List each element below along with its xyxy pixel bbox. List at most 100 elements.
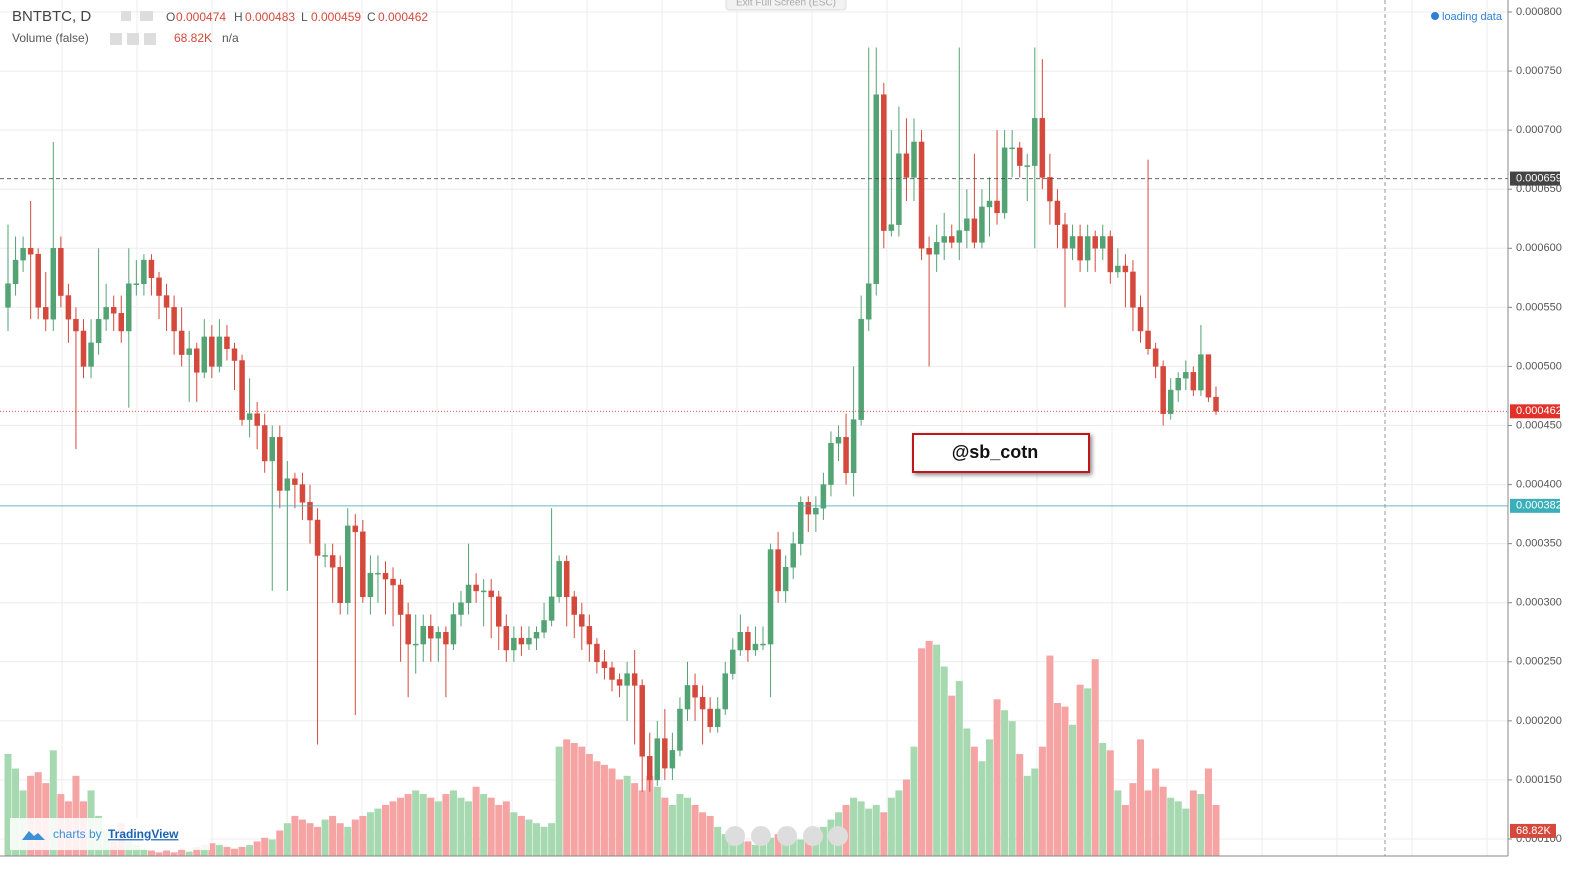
icon[interactable] — [127, 33, 139, 45]
nav-button[interactable] — [751, 826, 771, 846]
candle-body — [1152, 348, 1159, 367]
icon[interactable] — [121, 11, 131, 21]
icon[interactable] — [110, 33, 122, 45]
volume-bar — [699, 812, 707, 856]
candle-body — [956, 230, 963, 243]
candle-body — [805, 502, 812, 515]
candle-body — [820, 484, 827, 509]
volume-bar — [563, 739, 571, 856]
candle-body — [767, 549, 774, 645]
volume-bar — [729, 837, 737, 856]
volume-bar — [880, 812, 888, 856]
volume-bar — [684, 797, 691, 856]
volume-bar — [1091, 659, 1099, 856]
price-label: 0.000382 — [1516, 500, 1562, 512]
candle-body — [473, 584, 479, 592]
volume-bar — [691, 804, 699, 856]
volume-bar — [1114, 790, 1122, 856]
volume-bar — [27, 775, 35, 856]
candle-body — [526, 637, 532, 645]
brand[interactable]: TradingView — [108, 827, 179, 841]
candle-body — [450, 614, 457, 645]
volume-bar — [918, 648, 926, 856]
volume-bar — [1099, 743, 1107, 856]
candle-body — [548, 596, 555, 621]
exit-button-label[interactable]: Exit Full Screen (ESC) — [736, 0, 836, 9]
nav-button[interactable] — [803, 826, 823, 846]
nav-button[interactable] — [828, 826, 848, 846]
candle-body — [828, 442, 834, 485]
volume-bar — [329, 815, 337, 856]
candle-body — [397, 584, 404, 615]
symbol: BNTBTC, D — [12, 8, 91, 25]
exit-button[interactable] — [725, 0, 847, 11]
candle-body — [443, 632, 449, 645]
volume-bar — [751, 845, 759, 856]
candle-body — [571, 596, 577, 615]
candle-body — [624, 673, 630, 686]
volume-bar — [1069, 724, 1077, 856]
volume-bar — [676, 794, 684, 856]
icon[interactable] — [140, 11, 153, 21]
volume-bar — [774, 834, 782, 856]
volume-bar — [170, 852, 178, 856]
candle-body — [375, 572, 381, 575]
candle-body — [103, 307, 109, 320]
candle-body — [1100, 236, 1106, 249]
candle-body — [964, 218, 970, 231]
candle-body — [420, 626, 426, 645]
candle-body — [1009, 147, 1015, 150]
candle-body — [752, 643, 759, 651]
volume-bar — [276, 830, 284, 856]
candle-body — [1039, 118, 1046, 178]
volume-bar — [495, 804, 503, 856]
candle-body — [699, 696, 706, 710]
price-label-box — [1510, 404, 1560, 419]
candle-body — [760, 643, 766, 646]
candle-body — [412, 643, 419, 646]
candle-body — [586, 626, 593, 645]
volume-bar — [1053, 702, 1061, 856]
volume-bar — [163, 850, 171, 856]
volume-bar — [419, 794, 427, 856]
candle-body — [186, 348, 192, 355]
volume-bar — [1061, 706, 1069, 856]
candle-body — [654, 738, 661, 781]
candle-body — [496, 596, 502, 627]
candle-body — [345, 525, 351, 603]
nav-button[interactable] — [777, 826, 797, 846]
ohlc-letter: C — [367, 10, 376, 24]
candle-body — [1175, 377, 1181, 391]
volume-bar — [1129, 783, 1137, 856]
candle-body — [1069, 236, 1076, 249]
candle-body — [20, 248, 26, 261]
candle-body — [1001, 147, 1008, 214]
volume-label-box — [1510, 823, 1556, 838]
volume-bar — [616, 779, 624, 856]
icon[interactable] — [144, 33, 156, 45]
volume-bar — [314, 826, 322, 856]
y-tick-label: 0.000200 — [1516, 715, 1562, 727]
volume-bar — [34, 772, 42, 856]
volume-bar — [404, 794, 412, 856]
volume-bar — [1204, 768, 1212, 856]
volume-bar — [1046, 655, 1054, 856]
candle-body — [813, 507, 819, 515]
candle-body — [601, 661, 608, 668]
volume-bar — [933, 644, 941, 856]
volume-bar — [850, 797, 858, 856]
ohlc-letter: O — [166, 10, 175, 24]
volume-bar — [525, 819, 533, 856]
candle-body — [903, 153, 910, 178]
volume-na: n/a — [222, 31, 239, 45]
volume-bar — [442, 794, 450, 856]
nav-button[interactable] — [725, 826, 745, 846]
volume-bar — [887, 797, 895, 856]
volume-bar — [261, 837, 269, 856]
candle-body — [918, 141, 925, 249]
candle-body — [458, 602, 464, 615]
volume-bar — [986, 739, 993, 856]
candle-body — [1205, 354, 1212, 398]
volume-bar — [283, 823, 291, 856]
